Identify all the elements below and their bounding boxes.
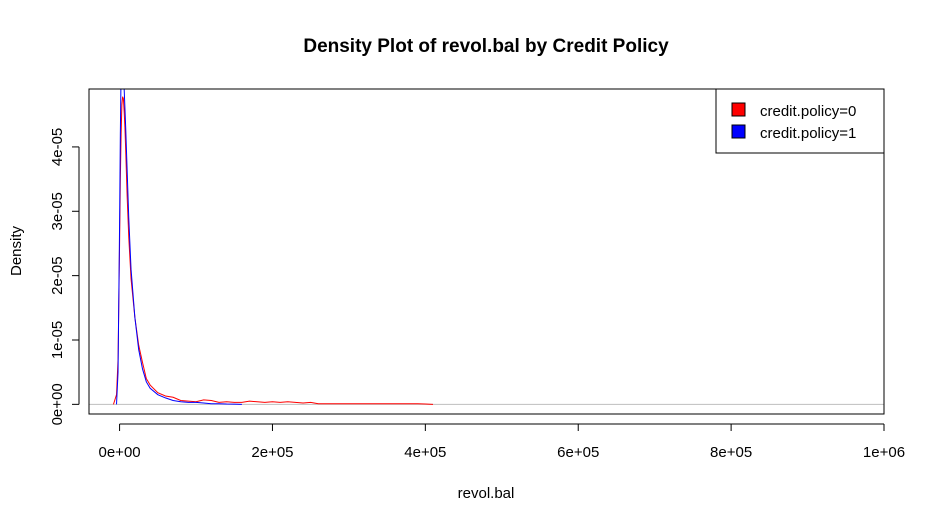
y-tick-label: 1e-05 [49, 321, 66, 359]
x-axis: 0e+00 2e+05 4e+05 6e+05 8e+05 1e+06 [99, 423, 905, 461]
x-tick-label: 8e+05 [710, 444, 752, 461]
density-line-series-1 [116, 89, 242, 405]
y-tick-label: 3e-05 [49, 192, 66, 230]
x-axis-label: revol.bal [458, 485, 515, 502]
x-tick-label: 1e+06 [863, 444, 905, 461]
legend: credit.policy=0 credit.policy=1 [715, 88, 885, 154]
legend-label-policy-0: credit.policy=0 [760, 103, 856, 120]
x-tick-label: 2e+05 [251, 444, 293, 461]
density-line-series-0 [112, 96, 434, 405]
legend-label-policy-1: credit.policy=1 [760, 125, 856, 142]
y-tick-label: 0e+00 [49, 383, 66, 425]
legend-swatch-policy-0 [731, 102, 746, 117]
x-tick-label: 6e+05 [557, 444, 599, 461]
series-layer [112, 89, 434, 405]
legend-swatch-policy-1 [731, 124, 746, 139]
x-tick-label: 0e+00 [99, 444, 141, 461]
y-tick-label: 2e-05 [49, 256, 66, 294]
y-axis: 0e+00 1e-05 2e-05 3e-05 4e-05 [49, 128, 80, 425]
y-tick-label: 4e-05 [49, 128, 66, 166]
x-tick-label: 4e+05 [404, 444, 446, 461]
y-axis-label: Density [8, 225, 25, 276]
chart-title: Density Plot of revol.bal by Credit Poli… [303, 36, 669, 57]
plot-frame [88, 88, 885, 415]
legend-box [715, 88, 885, 154]
